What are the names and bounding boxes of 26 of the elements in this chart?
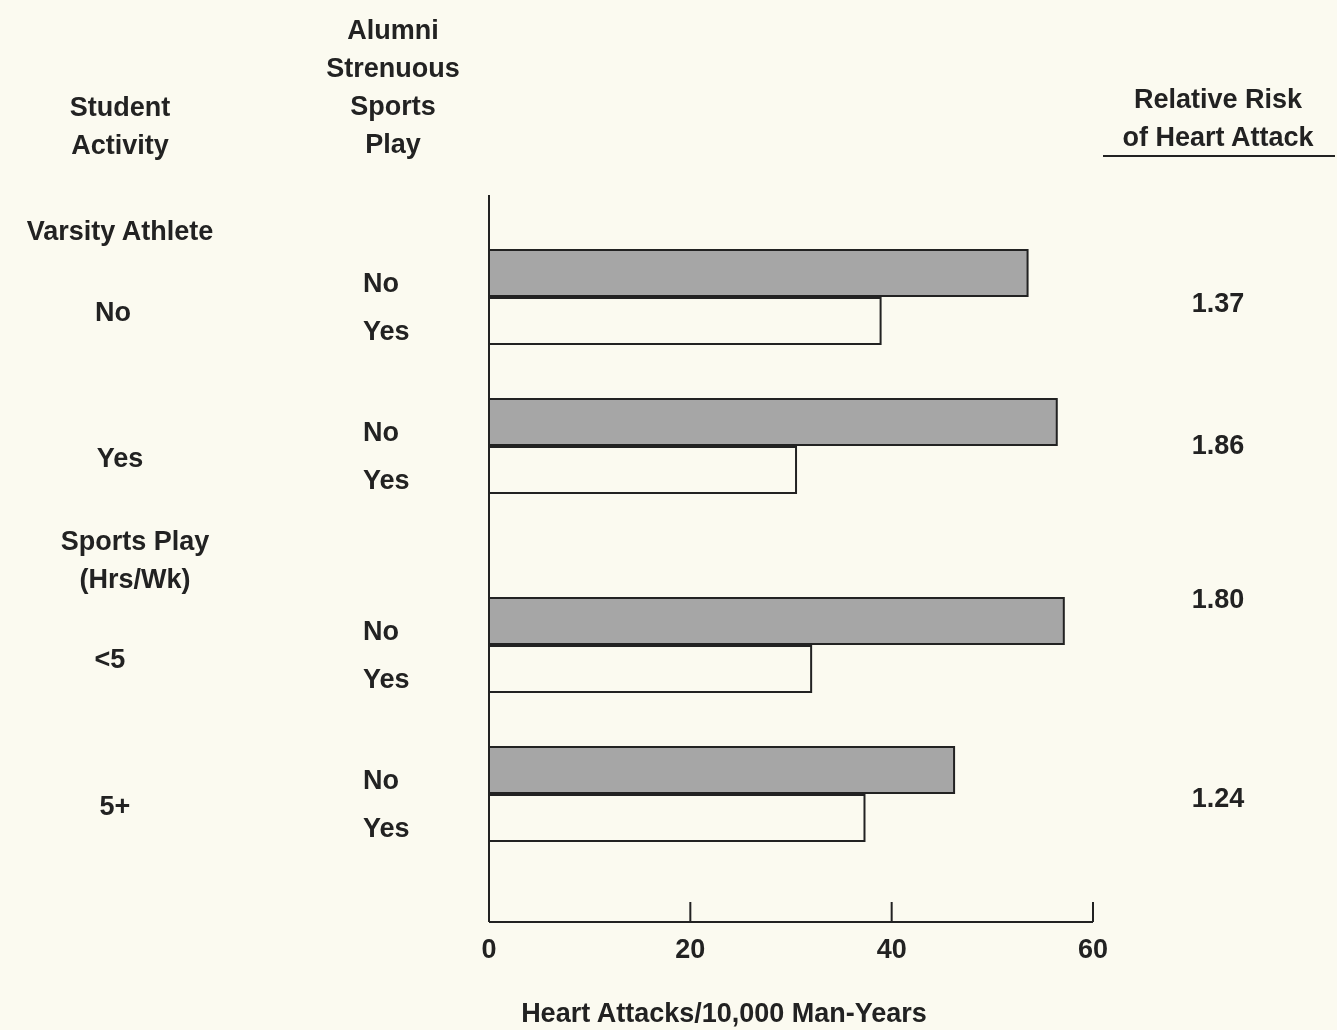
y-tick-label: Yes	[363, 316, 410, 346]
y-tick-label: No	[363, 417, 399, 447]
y-tick-label: Yes	[363, 813, 410, 843]
x-tick-label: 0	[481, 934, 497, 964]
x-tick-label: 20	[675, 934, 706, 964]
text: 1.37	[1191, 288, 1245, 318]
text: No	[95, 297, 131, 327]
y-tick-label: Yes	[363, 664, 410, 694]
text: Relative Risk of Heart Attack	[1122, 84, 1315, 152]
y-tick-label: No	[363, 765, 399, 795]
y-axis-title: Alumni Strenuous Sports Play	[326, 15, 460, 159]
text: Student Activity	[69, 92, 171, 160]
text: 1.80	[1191, 584, 1245, 614]
x-tick-label: 60	[1077, 934, 1109, 964]
text: <5	[94, 644, 126, 674]
y-tick-label: Yes	[363, 465, 410, 495]
x-tick-label: 40	[876, 934, 907, 964]
y-tick-label: No	[363, 616, 399, 646]
text: 1.86	[1191, 430, 1245, 460]
text: 1.24	[1191, 783, 1245, 813]
text: Varsity Athlete	[26, 216, 214, 246]
text: 5+	[99, 791, 131, 821]
x-axis-title: Heart Attacks/10,000 Man-Years	[521, 998, 927, 1028]
text: Sports Play (Hrs/Wk)	[60, 526, 210, 594]
text: Yes	[96, 443, 144, 473]
y-tick-label: No	[363, 268, 399, 298]
